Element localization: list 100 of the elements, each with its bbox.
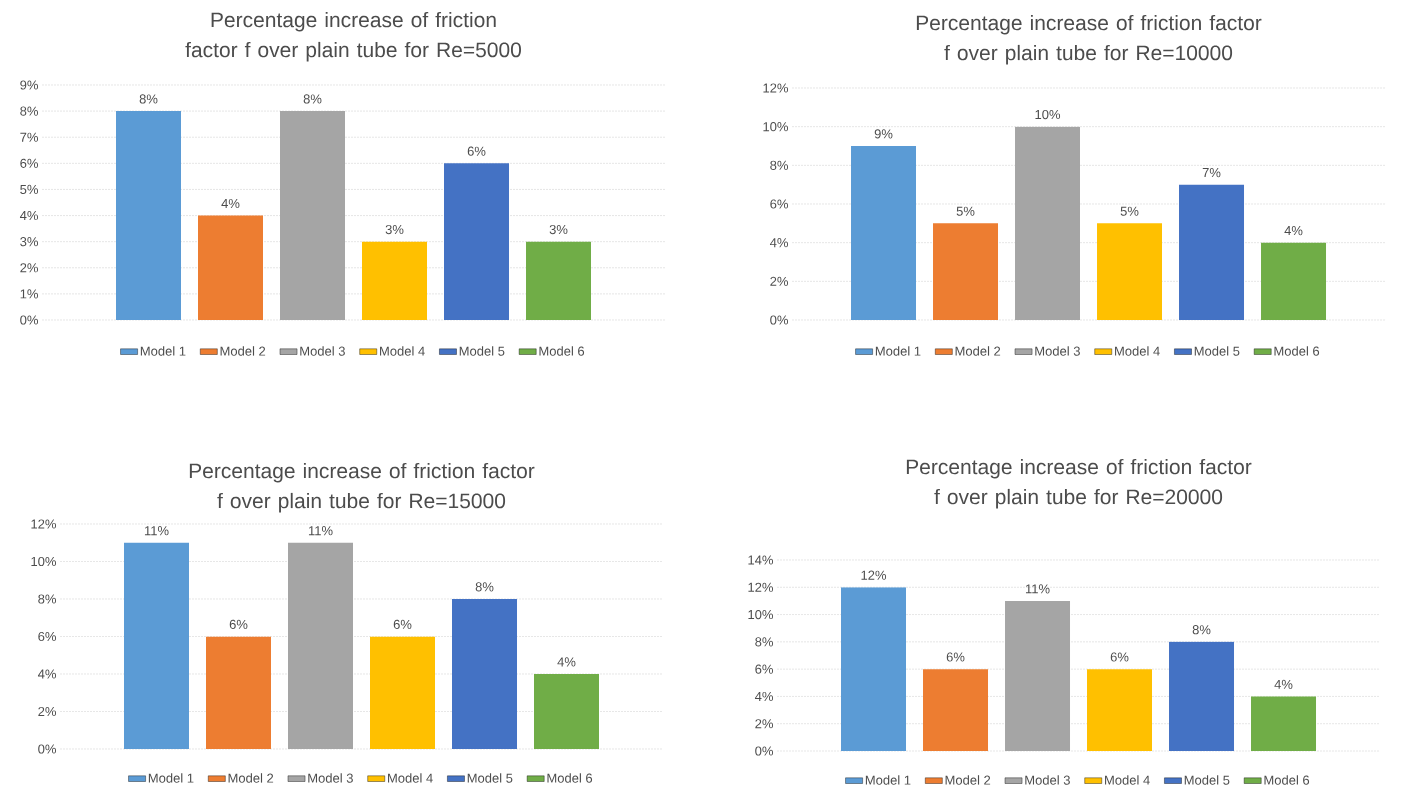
y-tick-label: 8% [20,106,39,116]
y-tick-label: 14% [748,555,774,565]
legend-label: Model 1 [875,346,921,356]
legend-label: Model 1 [140,346,186,356]
y-tick-label: 0% [20,315,39,325]
y-tick-label: 12% [748,582,774,592]
data-label: 8% [475,582,494,592]
data-label: 11% [308,526,333,536]
bar [198,215,263,320]
data-label: 4% [1284,226,1303,236]
data-label: 4% [221,198,240,209]
bar [116,111,181,320]
y-tick-label: 8% [770,160,789,170]
legend-label: Model 3 [300,346,345,356]
data-label: 6% [393,619,412,629]
y-tick-label: 2% [770,276,789,286]
y-tick-label: 6% [770,199,789,209]
y-tick-label: 6% [755,664,774,674]
legend-label: Model 5 [1184,775,1230,785]
y-tick-label: 2% [20,263,39,273]
data-label: 7% [1202,168,1221,178]
bar [1169,641,1235,751]
data-label: 8% [139,94,158,104]
bar [1251,696,1317,751]
legend-label: Model 4 [380,346,425,356]
bar [452,599,518,749]
bar [444,163,510,320]
data-label: 6% [467,146,486,156]
legend-label: Model 4 [1105,775,1150,785]
legend-label: Model 2 [228,773,274,783]
data-label: 6% [946,652,965,662]
data-label: 10% [1035,109,1061,120]
bar [1087,669,1153,751]
data-label: 11% [144,526,169,536]
legend-label: Model 3 [1025,775,1070,785]
y-tick-label: 0% [755,746,774,756]
legend-label: Model 6 [1274,346,1320,356]
bar [288,542,353,749]
legend-label: Model 1 [865,775,911,785]
data-label: 8% [303,94,322,104]
y-tick-label: 4% [19,211,39,221]
chart-title: Percentage increase of friction factor f over plain tube for Re=5000 [185,11,521,62]
data-label: 5% [956,206,975,216]
y-tick-label: 6% [20,158,39,168]
bar [923,669,989,751]
y-tick-label: 5% [20,184,39,195]
data-label: 6% [229,619,248,629]
legend-label: Model 5 [459,346,505,356]
data-label: 4% [1274,679,1293,689]
data-label: 11% [1025,584,1050,594]
legend-label: Model 2 [945,775,991,785]
chart-title: Percentage increase of friction factor f over plain tube for Re=15000 [189,462,535,513]
legend-label: Model 6 [539,346,585,356]
legend-label: Model 4 [1115,346,1160,356]
legend-label: Model 3 [1035,346,1080,356]
bar [1015,126,1081,320]
legend-label: Model 3 [308,773,353,783]
y-tick-label: 4% [769,238,789,248]
bar [280,111,345,320]
data-label: 3% [385,224,404,235]
legend-label: Model 6 [547,773,593,783]
bar [534,674,600,749]
data-label: 8% [1192,625,1211,635]
data-label: 3% [549,224,568,235]
y-tick-label: 10% [748,609,774,620]
bar [1097,223,1163,320]
y-tick-label: 8% [755,637,774,647]
chart-title: Percentage increase of friction factor f over plain tube for Re=20000 [906,458,1252,509]
legend-label: Model 5 [1194,346,1240,356]
chart-title: Percentage increase of friction factor f over plain tube for Re=10000 [916,14,1262,65]
legend-label: Model 2 [955,346,1001,356]
y-tick-label: 0% [38,744,57,754]
y-tick-label: 4% [754,691,774,701]
bar [841,587,907,751]
bar [526,241,592,320]
y-tick-label: 2% [755,719,774,729]
y-tick-label: 2% [38,706,57,717]
data-label: 6% [1110,652,1129,662]
y-tick-label: 3% [20,237,39,247]
y-tick-label: 0% [770,315,789,325]
y-tick-label: 4% [37,669,57,679]
legend-label: Model 4 [388,773,433,783]
y-tick-label: 12% [31,519,57,529]
bar [851,145,917,320]
bar [370,636,435,749]
data-label: 9% [874,129,893,139]
y-tick-label: 9% [20,80,39,90]
y-tick-label: 10% [763,122,789,132]
y-tick-label: 6% [38,631,57,642]
legend-label: Model 5 [467,773,513,783]
bar [1261,242,1327,320]
bar [1179,184,1245,320]
legend-label: Model 2 [220,346,266,356]
y-tick-label: 8% [38,594,57,604]
legend-label: Model 6 [1264,775,1310,785]
bar [124,542,189,749]
y-tick-label: 12% [763,83,789,93]
data-label: 12% [861,570,887,580]
y-tick-label: 7% [20,132,39,142]
bar [1005,600,1071,751]
